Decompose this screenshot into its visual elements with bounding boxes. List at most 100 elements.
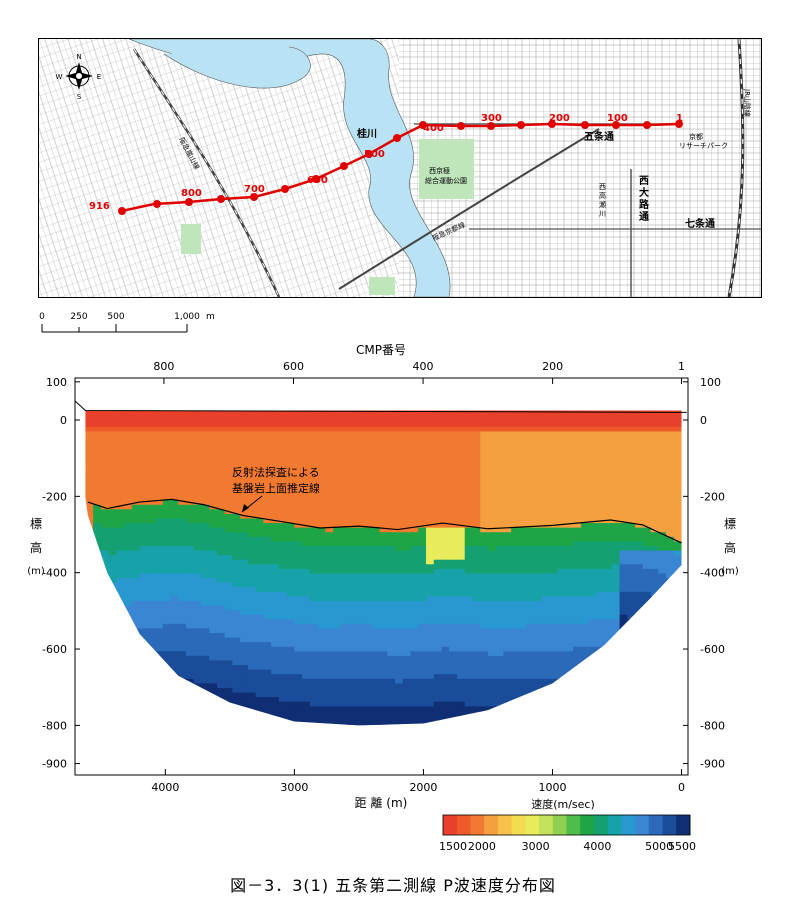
colorbar-swatch bbox=[607, 815, 622, 835]
cmp-label-700: 700 bbox=[244, 184, 265, 195]
label-katsura: 桂川 bbox=[356, 127, 377, 140]
cmp-label-300: 300 bbox=[481, 113, 502, 124]
colorbar-swatch bbox=[621, 815, 636, 835]
cmp-point-markers bbox=[118, 120, 683, 215]
cmp-label-1: 1 bbox=[676, 113, 683, 124]
label-gojo: 五条通 bbox=[584, 130, 614, 143]
x-tick-label: 3000 bbox=[280, 781, 308, 794]
scale-tick-250: 250 bbox=[70, 312, 87, 322]
cmp-point-marker bbox=[487, 122, 495, 130]
label-shichijo: 七条通 bbox=[685, 217, 715, 230]
velocity-section-chart: 100 1000 0-200 -200-400 -400-600 -600-800 -800… bbox=[27, 343, 739, 853]
colorbar-tick-label: 3000 bbox=[522, 840, 550, 853]
x-tick-label: 1000 bbox=[538, 781, 566, 794]
cmp-point-marker bbox=[643, 121, 651, 129]
scale-unit: m bbox=[206, 312, 215, 322]
x-tick-label: 4000 bbox=[151, 781, 179, 794]
colorbar-tick-label: 1500 bbox=[439, 840, 467, 853]
colorbar-swatch bbox=[552, 815, 567, 835]
colorbar-swatch bbox=[525, 815, 540, 835]
velocity-section-body bbox=[85, 410, 682, 726]
colorbar-swatch bbox=[566, 815, 581, 835]
bottom-axis-title: 距 離 (m) bbox=[355, 796, 408, 810]
left-axis-title: 標高(m) bbox=[27, 517, 45, 577]
cmp-point-marker bbox=[675, 120, 683, 128]
label-nishioji: 西大路通 bbox=[639, 175, 650, 223]
cmp-point-marker bbox=[365, 150, 373, 158]
cmp-label-400: 400 bbox=[423, 123, 444, 134]
compass-s: S bbox=[77, 93, 82, 101]
y-tick-label-right: 100 bbox=[700, 376, 721, 389]
y-tick-label-left: -600 bbox=[42, 643, 67, 656]
cmp-label-100: 100 bbox=[607, 113, 628, 124]
y-tick-label-right: -600 bbox=[700, 643, 725, 656]
right-axis-title: 標高(m) bbox=[721, 517, 739, 577]
colorbar-swatch bbox=[470, 815, 485, 835]
x-tick-label: 0 bbox=[678, 781, 685, 794]
cmp-label-916: 916 bbox=[89, 201, 110, 212]
label-jr-sanin: JR山陰線 bbox=[743, 88, 752, 117]
park-area bbox=[181, 224, 201, 254]
basement-estimation-line bbox=[87, 498, 682, 544]
cmp-point-marker bbox=[517, 121, 525, 129]
cmp-tick-label: 800 bbox=[153, 360, 174, 373]
cmp-tick-label: 600 bbox=[283, 360, 304, 373]
compass-e: E bbox=[97, 73, 101, 81]
scale-tick-1000: 1,000 bbox=[174, 312, 200, 322]
cmp-label-600: 600 bbox=[307, 175, 328, 186]
legend-title: 速度(m/sec) bbox=[531, 797, 595, 811]
label-research-park: 京都リサーチパーク bbox=[679, 132, 728, 150]
scale-bar: 0 250 500 1,000 m bbox=[39, 312, 215, 333]
cmp-point-marker bbox=[250, 193, 258, 201]
cmp-point-marker bbox=[153, 200, 161, 208]
cmp-point-marker bbox=[217, 195, 225, 203]
label-nishitakasegawa: 西高瀬川 bbox=[599, 183, 606, 218]
park-area bbox=[369, 277, 395, 295]
map-canvas: N S E W 916 800 700 600 500 400 300 200 … bbox=[39, 39, 761, 297]
colorbar-tick-label: 2000 bbox=[468, 840, 496, 853]
colorbar-swatch bbox=[539, 815, 554, 835]
cmp-point-marker bbox=[312, 175, 320, 183]
cmp-point-marker bbox=[612, 121, 620, 129]
colorbar-swatch bbox=[443, 815, 458, 835]
cmp-tick-label: 200 bbox=[542, 360, 563, 373]
cmp-label-500: 500 bbox=[364, 149, 385, 160]
cmp-point-marker bbox=[185, 198, 193, 206]
y-tick-label-left: -800 bbox=[42, 719, 67, 732]
colorbar-tick-label: 5000 bbox=[645, 840, 673, 853]
figure-caption: 図－3．3(1) 五条第二測線 P波速度分布図 bbox=[230, 876, 556, 895]
top-axis-title: CMP番号 bbox=[356, 343, 406, 357]
colorbar-swatch bbox=[662, 815, 677, 835]
colorbar-swatch bbox=[511, 815, 526, 835]
y-tick-label-left: 0 bbox=[60, 414, 67, 427]
y-tick-label-right: -400 bbox=[700, 567, 725, 580]
cmp-point-marker bbox=[581, 121, 589, 129]
cmp-point-marker bbox=[419, 121, 427, 129]
colorbar-swatch bbox=[484, 815, 499, 835]
cmp-point-marker bbox=[118, 207, 126, 215]
colorbar-tick-label: 4000 bbox=[583, 840, 611, 853]
axis-ticks: 100 1000 0-200 -200-400 -400-600 -600-800 -800… bbox=[42, 360, 725, 794]
basement-annotation: 反射法探査による基盤岩上面推定線 bbox=[232, 465, 320, 495]
cmp-tick-label: 1 bbox=[678, 360, 685, 373]
x-tick-label: 2000 bbox=[409, 781, 437, 794]
cmp-point-marker bbox=[281, 185, 289, 193]
cmp-point-marker bbox=[548, 120, 556, 128]
cmp-label-200: 200 bbox=[549, 113, 570, 124]
colorbar-swatch bbox=[593, 815, 609, 835]
cmp-point-marker bbox=[393, 134, 401, 142]
route-map: N S E W 916 800 700 600 500 400 300 200 … bbox=[38, 38, 762, 298]
y-tick-label-right: 0 bbox=[700, 414, 707, 427]
railway-line bbox=[338, 128, 600, 290]
scale-tick-0: 0 bbox=[39, 312, 45, 322]
colorbar-swatch bbox=[456, 815, 471, 835]
cmp-label-800: 800 bbox=[181, 188, 202, 199]
y-tick-label-right: -900 bbox=[700, 758, 725, 771]
cmp-point-marker bbox=[340, 162, 348, 170]
y-tick-label-left: -200 bbox=[42, 490, 67, 503]
y-tick-label-right: -800 bbox=[700, 719, 725, 732]
y-tick-label-left: -400 bbox=[42, 567, 67, 580]
compass-w: W bbox=[56, 73, 63, 81]
cmp-point-marker bbox=[457, 122, 465, 130]
colorbar-tick-label: 5500 bbox=[668, 840, 696, 853]
